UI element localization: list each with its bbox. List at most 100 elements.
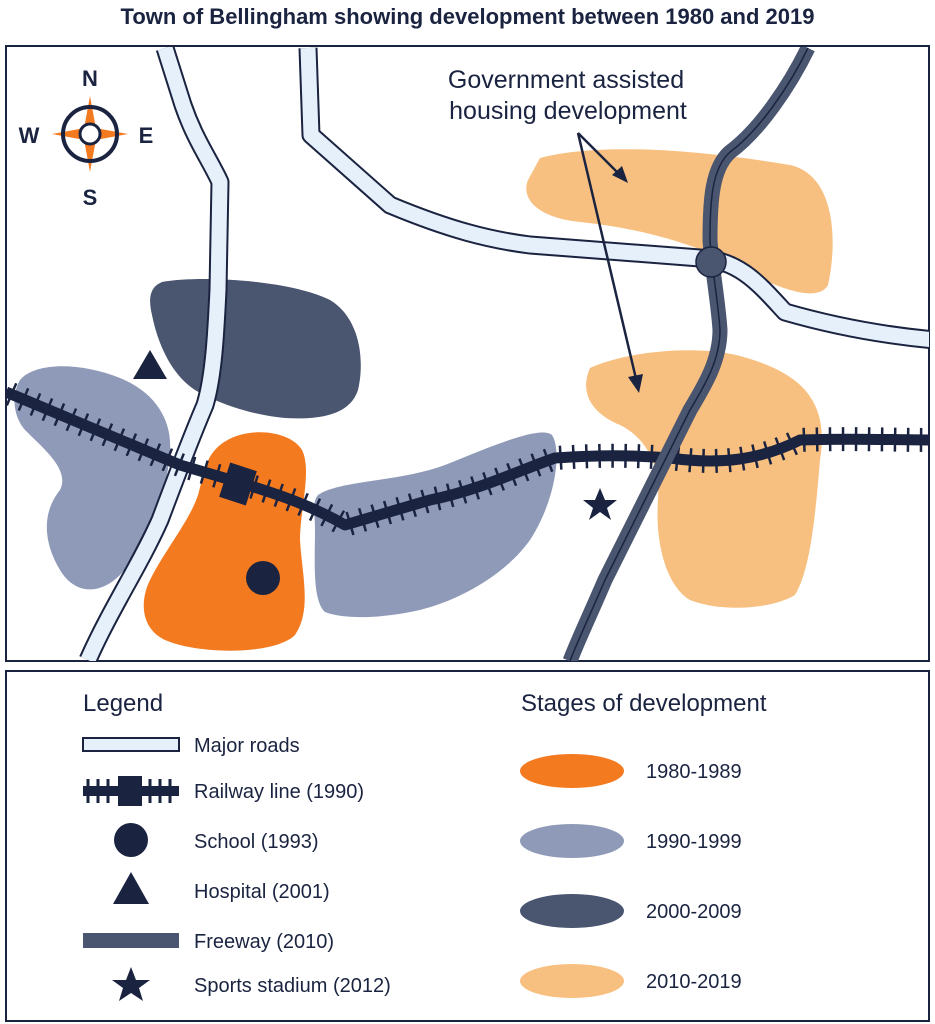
map-title: Town of Bellingham showing development b… <box>120 4 815 29</box>
sports-stadium-star-icon <box>583 488 617 520</box>
legend-label-hospital: Hospital (2001) <box>194 881 330 903</box>
railway-tie <box>357 507 368 532</box>
railway-tie <box>65 408 78 432</box>
railway-tie <box>395 496 405 521</box>
major-road-north-west <box>79 47 230 661</box>
railway-tie <box>41 398 54 422</box>
stage-label-2010-2019: 2010-2019 <box>646 971 742 993</box>
area-2010-2019-south <box>586 350 822 608</box>
triangle-icon <box>113 872 149 904</box>
railway-tie <box>187 456 197 481</box>
railway-tie <box>688 448 693 473</box>
stage-swatch-1980-1989 <box>520 754 624 788</box>
annotation-line-2: housing development <box>449 97 687 125</box>
railway-tie <box>261 479 272 503</box>
stage-swatch-2000-2009 <box>520 894 624 928</box>
railway-tie <box>458 479 468 504</box>
railway-tie <box>739 446 746 471</box>
star-icon <box>112 967 150 1001</box>
railway-tie <box>320 503 334 527</box>
railway-tie <box>370 504 380 529</box>
annotation-line-1: Government assisted <box>448 66 684 94</box>
railway-tie <box>77 413 90 437</box>
railway-tie <box>212 463 222 488</box>
railway-station <box>219 462 257 506</box>
railway-tie <box>598 443 602 468</box>
legend-frame <box>5 670 930 1022</box>
railway-tie <box>762 441 773 465</box>
railway-tie <box>802 427 806 452</box>
railway-tie <box>494 467 505 491</box>
compass-w-label: W <box>19 123 40 148</box>
railway-tie <box>331 510 346 533</box>
railway-tie <box>558 445 563 470</box>
railway-tie <box>636 444 641 469</box>
railway-tie <box>482 471 493 496</box>
railway-tie <box>101 423 114 447</box>
compass-rose-icon <box>52 96 128 172</box>
railway-tie <box>445 483 455 508</box>
compass-s-label: S <box>83 185 98 210</box>
railway-tie <box>17 387 30 411</box>
railway-tie <box>674 446 681 472</box>
legend-label-school: School (1993) <box>194 831 319 853</box>
legend-label-stadium: Sports stadium (2012) <box>194 975 391 997</box>
railway-tie <box>149 443 162 467</box>
compass-n-label: N <box>82 66 98 91</box>
railway-tie <box>470 476 481 500</box>
stage-label-1980-1989: 1980-1989 <box>646 761 742 783</box>
railway-tie <box>125 433 138 457</box>
stage-swatch-1990-1999 <box>520 824 624 858</box>
railway-tie <box>815 427 819 452</box>
railway-tie <box>137 438 150 462</box>
railway-tie <box>518 458 530 482</box>
railway-tie <box>29 392 42 417</box>
railway-tie <box>433 486 442 511</box>
railway-tie <box>273 483 284 507</box>
railway-tie <box>89 418 102 442</box>
railway-tie <box>542 448 554 473</box>
railway-tie <box>584 444 589 469</box>
compass-e-label: E <box>139 123 154 148</box>
stage-label-1990-1999: 1990-1999 <box>646 831 742 853</box>
stage-label-2000-2009: 2000-2009 <box>646 901 742 923</box>
road-icon <box>82 737 180 752</box>
railway-tie <box>173 453 185 477</box>
stage-swatches <box>520 754 624 998</box>
railway-tie <box>407 493 418 518</box>
freeway-icon <box>83 933 179 948</box>
railway-tie <box>420 489 430 514</box>
railway-tie <box>701 448 705 473</box>
railway-tie <box>506 462 518 487</box>
area-2010-2019-north <box>526 149 833 294</box>
railway-tie <box>382 500 393 525</box>
legend-label-freeway: Freeway (2010) <box>194 931 334 953</box>
railway-tie <box>774 437 786 461</box>
railway-tie <box>53 403 66 427</box>
legend-label-major-roads: Major roads <box>194 735 300 757</box>
railway-tie <box>308 498 322 522</box>
railway-tie <box>297 492 309 517</box>
railway-tie <box>113 428 126 452</box>
railway-tie <box>727 448 732 473</box>
railway-tie <box>714 448 718 473</box>
railway-icon <box>83 776 179 806</box>
railway-tie <box>649 444 654 469</box>
railway-tie <box>785 432 799 456</box>
legend-heading: Legend <box>83 690 163 717</box>
railway-tie <box>7 382 18 406</box>
railway-tie <box>530 453 542 477</box>
railway-tie <box>199 460 209 484</box>
railway-tie <box>345 511 355 536</box>
railway-tie <box>249 475 259 499</box>
railway-line <box>7 386 929 531</box>
annotation-arrows <box>576 132 643 393</box>
railway-tie <box>161 448 174 472</box>
railway-tie <box>285 488 297 512</box>
freeway-interchange <box>695 246 727 278</box>
school-icon <box>246 561 280 595</box>
railway-tie <box>751 444 759 469</box>
railway-tie <box>571 444 576 469</box>
circle-icon <box>114 823 148 857</box>
